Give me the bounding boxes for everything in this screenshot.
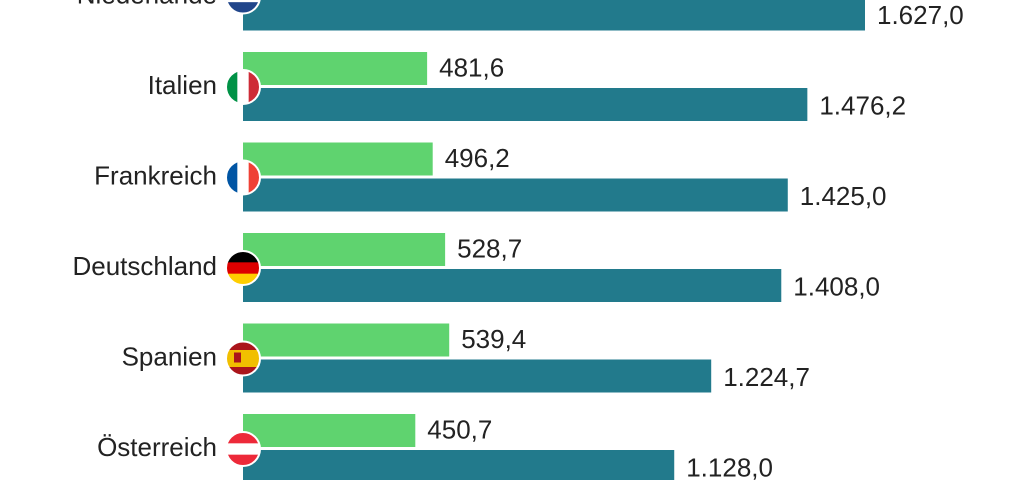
bar bbox=[243, 323, 450, 357]
flag-stripe bbox=[226, 443, 260, 456]
value-label: 1.627,0 bbox=[877, 0, 964, 30]
flag-stripe bbox=[226, 273, 260, 285]
value-label: 539,4 bbox=[461, 324, 526, 354]
flag-stripe bbox=[226, 160, 238, 195]
flag-border bbox=[225, 0, 261, 15]
flag-stripe bbox=[237, 70, 250, 104]
value-label: 496,2 bbox=[445, 143, 510, 173]
flag-stripe bbox=[226, 341, 260, 350]
bar bbox=[243, 359, 712, 393]
bar bbox=[243, 178, 788, 212]
bar bbox=[243, 88, 808, 121]
flag-stripe bbox=[226, 0, 260, 3]
flag bbox=[226, 341, 260, 376]
flag-stripe bbox=[226, 70, 238, 104]
value-label: 528,7 bbox=[457, 233, 522, 263]
category-label: Österreich bbox=[97, 432, 217, 462]
flag bbox=[226, 251, 260, 285]
flag-border bbox=[225, 340, 261, 377]
value-label: 1.128,0 bbox=[686, 452, 773, 480]
flag-stripe bbox=[226, 350, 260, 367]
flag-border bbox=[225, 69, 261, 105]
flag-stripe bbox=[226, 251, 260, 263]
category-label: Deutschland bbox=[72, 251, 217, 281]
category-label: Spanien bbox=[122, 341, 217, 371]
bar bbox=[243, 0, 865, 31]
value-label: 1.476,2 bbox=[819, 90, 906, 120]
flag-stripe bbox=[226, 367, 260, 376]
bar bbox=[243, 52, 428, 85]
category-label: Italien bbox=[148, 70, 217, 100]
flag-stripe bbox=[237, 160, 250, 195]
flag bbox=[226, 0, 260, 14]
flag-border bbox=[225, 159, 261, 196]
flag bbox=[226, 432, 260, 466]
flag-emblem bbox=[234, 352, 241, 363]
flag-stripe bbox=[226, 454, 260, 466]
bar bbox=[243, 142, 433, 176]
value-label: 1.425,0 bbox=[800, 181, 887, 211]
flag-border bbox=[225, 250, 261, 286]
flag-stripe bbox=[248, 70, 260, 104]
value-label: 1.224,7 bbox=[723, 362, 810, 392]
flag-stripe bbox=[226, 262, 260, 275]
flag-stripe bbox=[226, 2, 260, 14]
flag bbox=[226, 70, 260, 104]
value-label: 481,6 bbox=[439, 52, 504, 82]
bar bbox=[243, 233, 446, 266]
value-label: 450,7 bbox=[427, 414, 492, 444]
flag-stripe bbox=[248, 160, 260, 195]
value-label: 1.408,0 bbox=[793, 271, 880, 301]
flag bbox=[226, 160, 260, 195]
bar bbox=[243, 269, 782, 302]
flag-border bbox=[225, 431, 261, 467]
bar bbox=[243, 450, 675, 483]
category-label: Frankreich bbox=[94, 160, 217, 190]
flag-stripe bbox=[226, 432, 260, 444]
bar bbox=[243, 414, 416, 447]
category-label: Niederlande bbox=[77, 0, 217, 9]
